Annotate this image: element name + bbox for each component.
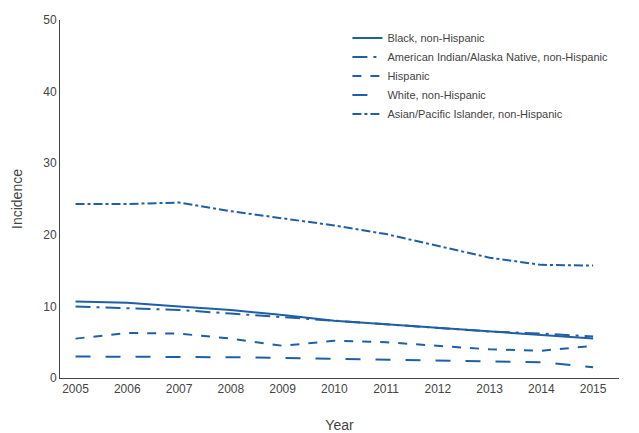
svg-text:2015: 2015 bbox=[580, 382, 607, 396]
svg-text:50: 50 bbox=[43, 13, 57, 27]
svg-text:Hispanic: Hispanic bbox=[387, 70, 430, 82]
svg-text:2005: 2005 bbox=[62, 382, 89, 396]
svg-text:Year: Year bbox=[325, 417, 354, 433]
svg-text:Incidence: Incidence bbox=[9, 169, 25, 229]
svg-text:10: 10 bbox=[43, 300, 57, 314]
svg-text:2007: 2007 bbox=[166, 382, 193, 396]
svg-text:Asian/Pacific Islander, non-Hi: Asian/Pacific Islander, non-Hispanic bbox=[387, 108, 562, 120]
svg-text:30: 30 bbox=[43, 156, 57, 170]
svg-text:0: 0 bbox=[50, 371, 57, 385]
svg-text:2010: 2010 bbox=[321, 382, 348, 396]
svg-text:White, non-Hispanic: White, non-Hispanic bbox=[387, 89, 486, 101]
svg-text:2013: 2013 bbox=[476, 382, 503, 396]
svg-text:2012: 2012 bbox=[424, 382, 451, 396]
svg-text:2009: 2009 bbox=[269, 382, 296, 396]
svg-text:American Indian/Alaska Native,: American Indian/Alaska Native, non-Hispa… bbox=[387, 51, 608, 63]
svg-text:2008: 2008 bbox=[217, 382, 244, 396]
svg-text:2011: 2011 bbox=[373, 382, 399, 396]
svg-text:2014: 2014 bbox=[528, 382, 555, 396]
svg-text:2006: 2006 bbox=[114, 382, 141, 396]
svg-text:20: 20 bbox=[43, 228, 57, 242]
svg-text:40: 40 bbox=[43, 85, 57, 99]
svg-text:Black, non-Hispanic: Black, non-Hispanic bbox=[387, 32, 485, 44]
